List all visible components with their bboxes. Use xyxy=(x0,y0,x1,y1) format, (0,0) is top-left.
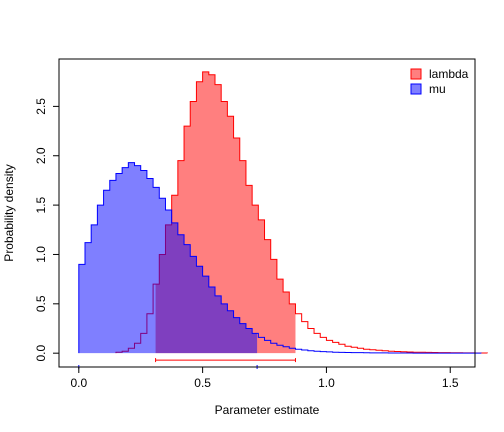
series-layer xyxy=(78,71,488,354)
mu-legend-swatch xyxy=(410,83,422,95)
x-tick-label: 1.5 xyxy=(442,376,459,390)
y-tick-label: 1.5 xyxy=(34,196,48,213)
mu-density-line xyxy=(78,162,482,354)
y-tick-label: 0.0 xyxy=(34,345,48,362)
y-tick-label: 1.0 xyxy=(34,246,48,263)
lambda-legend-label: lambda xyxy=(429,67,469,81)
x-axis-title: Parameter estimate xyxy=(215,403,320,417)
y-tick-label: 2.5 xyxy=(34,98,48,115)
x-tick-label: 0.5 xyxy=(194,376,211,390)
lambda-legend-swatch xyxy=(410,68,422,80)
x-axis: 0.0 0.5 1.0 1.5 xyxy=(70,366,459,390)
mu-legend-label: mu xyxy=(429,82,446,96)
x-tick-label: 1.0 xyxy=(318,376,335,390)
y-tick-label: 0.5 xyxy=(34,295,48,312)
y-tick-label: 2.0 xyxy=(34,147,48,164)
x-tick-label: 0.0 xyxy=(70,376,87,390)
lambda-density-line xyxy=(115,71,488,354)
y-axis: 0.0 0.5 1.0 1.5 2.0 2.5 xyxy=(34,98,60,362)
y-axis-title: Probability density xyxy=(2,164,16,261)
mu-filled-area xyxy=(78,162,258,354)
